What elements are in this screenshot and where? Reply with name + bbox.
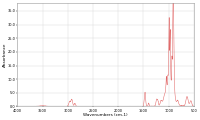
X-axis label: Wavenumbers (cm-1): Wavenumbers (cm-1) [83,113,128,117]
Y-axis label: Absorbance: Absorbance [3,42,7,67]
